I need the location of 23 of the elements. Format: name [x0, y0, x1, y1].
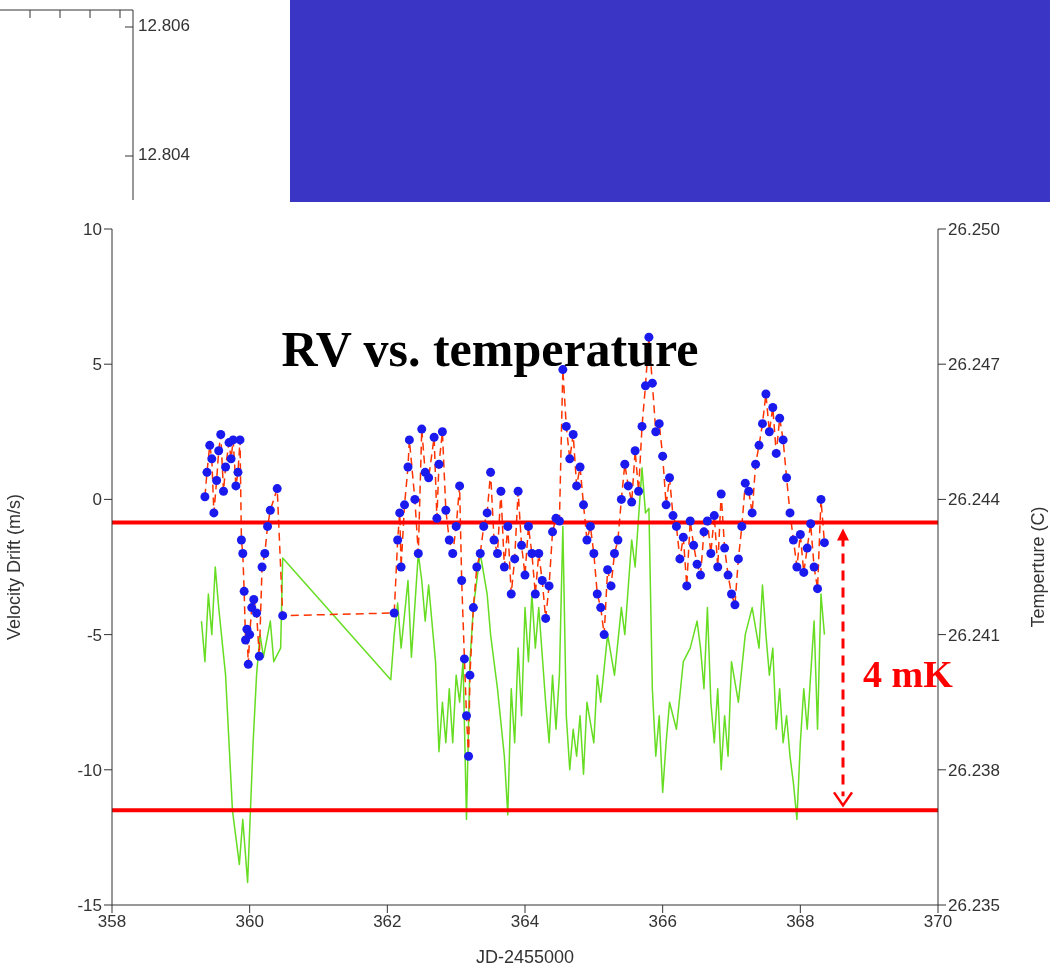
y2-tick-label: 26.244 — [948, 490, 1000, 510]
y2-axis-title: Temperture (C) — [1028, 506, 1049, 628]
y-tick-label: -5 — [86, 625, 102, 645]
y-tick-label: -10 — [77, 760, 102, 780]
annotation: 4 mK — [863, 653, 954, 696]
y2-tick-label: 26.247 — [948, 355, 1000, 375]
y-tick-label: 10 — [83, 220, 102, 240]
line-series — [200, 467, 826, 884]
text: 12.806 — [138, 16, 190, 36]
y-tick-label: 0 — [92, 490, 102, 510]
y-axis-title: Velocity Drift (m/s) — [4, 493, 25, 641]
x-tick-label: 362 — [373, 912, 402, 932]
x-tick-label: 366 — [648, 912, 677, 932]
y-tick-label: 5 — [92, 355, 102, 375]
y2-tick-label: 26.250 — [948, 220, 1000, 240]
text: 12.804 — [138, 145, 190, 165]
x-tick-label: 368 — [786, 912, 815, 932]
x-tick-label: 360 — [235, 912, 264, 932]
x-axis-title: JD-2455000 — [475, 947, 575, 967]
x-tick-label: 364 — [510, 912, 540, 932]
y2-tick-label: 26.238 — [948, 760, 1000, 780]
y2-tick-label: 26.241 — [948, 625, 1000, 645]
text: RV vs. temperature — [281, 321, 699, 377]
